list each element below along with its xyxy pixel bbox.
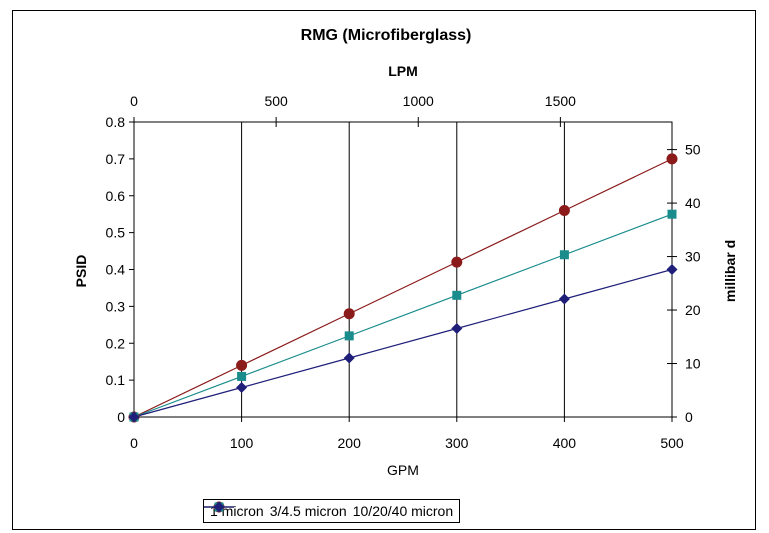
- legend: 1 micron 3/4.5 micron 10/20/40 micron: [203, 499, 461, 523]
- y2-tick-label-40: 40: [685, 195, 701, 211]
- series-line-2: [133, 268, 673, 418]
- plot-area: [133, 121, 673, 418]
- y2-tick-label-20: 20: [685, 302, 701, 318]
- data-point-2-1: [236, 382, 248, 393]
- y-tick-label-0: 0: [117, 409, 125, 425]
- y2-tick-label-30: 30: [685, 249, 701, 265]
- chart-frame: [12, 10, 756, 530]
- data-point-1-4: [559, 250, 569, 260]
- x-tick-label-0: 0: [130, 435, 138, 451]
- chart-title: RMG (Microfiberglass): [301, 27, 472, 44]
- data-point-0-5: [666, 153, 678, 165]
- legend-symbol-2: [204, 501, 234, 513]
- y-tick-label-0.8: 0.8: [106, 114, 126, 130]
- x2-tick-label-1000: 1000: [403, 93, 434, 109]
- legend-label-2: 10/20/40 micron: [352, 503, 454, 519]
- y-tick-label-0.2: 0.2: [106, 335, 126, 351]
- y-tick-label-0.5: 0.5: [106, 225, 126, 241]
- x-axis-label: GPM: [387, 462, 419, 478]
- x-tick-label-300: 300: [445, 435, 469, 451]
- x2-tick-label-1500: 1500: [545, 93, 576, 109]
- right-axis-label: millibar d: [722, 240, 738, 302]
- top-axis-label: LPM: [388, 63, 418, 79]
- y2-tick-label-0: 0: [685, 409, 693, 425]
- data-point-0-3: [451, 256, 463, 268]
- x-tick-label-100: 100: [230, 435, 254, 451]
- data-point-0-1: [236, 359, 248, 371]
- data-point-1-1: [237, 371, 247, 381]
- data-point-1-3: [452, 290, 462, 300]
- y-axis-label: PSID: [73, 255, 89, 288]
- x-tick-label-500: 500: [660, 435, 684, 451]
- x2-tick-label-0: 0: [130, 93, 138, 109]
- series-line-1: [133, 213, 673, 418]
- legend-item-2: 10/20/40 micron: [204, 501, 454, 519]
- data-point-1-5: [667, 209, 677, 219]
- y-tick-label-0.7: 0.7: [106, 151, 126, 167]
- x-tick-label-400: 400: [553, 435, 577, 451]
- data-point-2-4: [558, 293, 570, 305]
- y2-tick-label-50: 50: [685, 142, 701, 158]
- y2-tick-label-10: 10: [685, 356, 701, 372]
- data-point-2-3: [451, 323, 463, 334]
- data-point-2-5: [666, 264, 678, 275]
- legend-label-1: 3/4.5 micron: [269, 503, 347, 519]
- x-tick-label-200: 200: [338, 435, 362, 451]
- y-tick-label-0.6: 0.6: [106, 188, 126, 204]
- data-point-0-2: [343, 308, 355, 320]
- data-point-1-2: [344, 331, 354, 341]
- y-tick-label-0.4: 0.4: [106, 262, 126, 278]
- series-line-0: [133, 158, 673, 418]
- y-tick-label-0.1: 0.1: [106, 372, 126, 388]
- data-point-0-4: [558, 205, 570, 216]
- legend-item-1: 3/4.5 micron: [204, 502, 347, 519]
- data-point-2-2: [343, 352, 355, 364]
- data-point-2-0: [128, 411, 140, 423]
- y-tick-label-0.3: 0.3: [106, 298, 126, 314]
- x2-tick-label-500: 500: [264, 93, 288, 109]
